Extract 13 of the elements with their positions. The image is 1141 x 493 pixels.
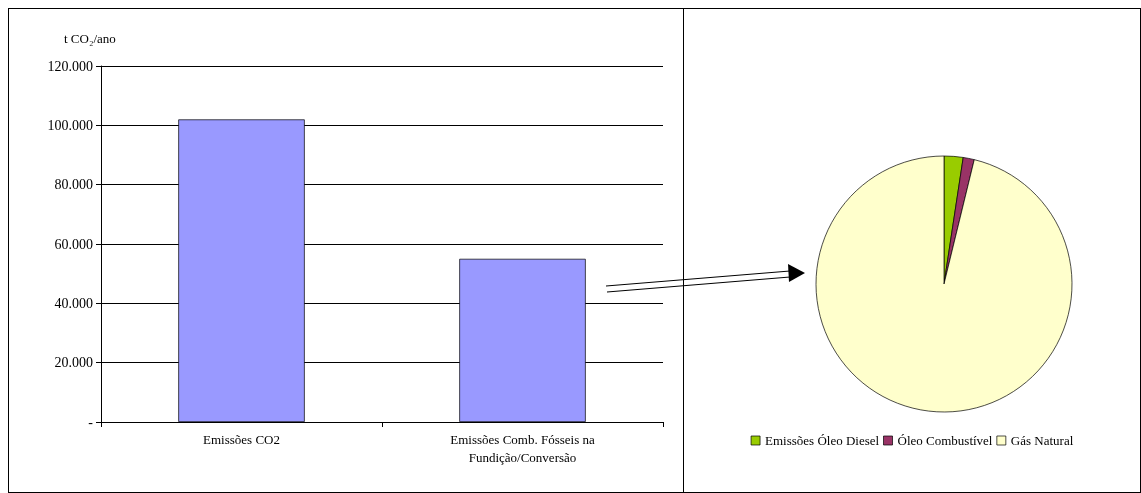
y-tick-label: - xyxy=(88,414,94,430)
y-tick-label: 100.000 xyxy=(47,117,93,133)
x-tick-label: Emissões Comb. Fósseis na Fundição/Conversão xyxy=(450,431,595,465)
y-axis-title: t CO₂/ano xyxy=(64,31,116,46)
y-tick-label: 40.000 xyxy=(54,295,93,311)
x-tick-label: Emissões CO2 xyxy=(203,431,280,447)
legend-label: Óleo Combustível xyxy=(897,433,993,448)
y-tick-label: 120.000 xyxy=(47,58,93,74)
legend-label: Gás Natural xyxy=(1010,433,1074,448)
y-tick-label: 80.000 xyxy=(54,177,93,193)
y-tick-label: 60.000 xyxy=(54,236,93,252)
legend-label: Emissões Óleo Diesel xyxy=(765,433,880,448)
y-tick-label: 20.000 xyxy=(54,355,93,371)
